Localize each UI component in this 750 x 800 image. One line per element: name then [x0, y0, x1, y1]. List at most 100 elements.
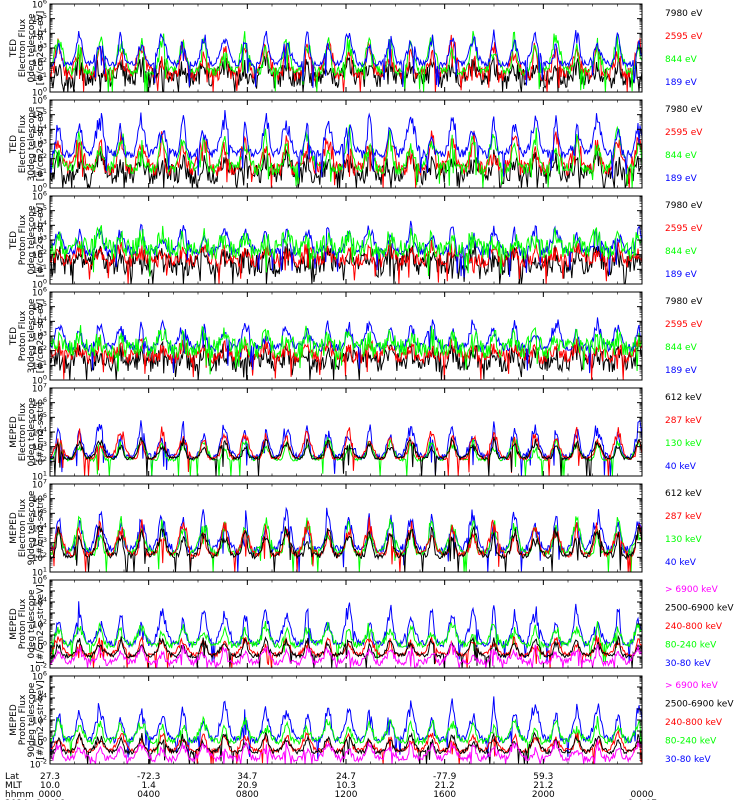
y-tick-label: 101 — [32, 470, 47, 483]
y-axis-label: TEDElectron Flux0deg telescope[#/cm2-s-s… — [9, 11, 46, 86]
legend-entry: 40 keV — [665, 462, 697, 472]
y-tick-label: 104 — [32, 219, 47, 232]
y-tick-label: 102 — [32, 455, 47, 468]
legend-entry: 80-240 keV — [665, 641, 717, 651]
y-tick-label: 10-2 — [30, 758, 47, 771]
y-tick-label: 101 — [32, 71, 47, 84]
y-tick-label: 100 — [32, 182, 47, 195]
panel-traces — [50, 506, 642, 572]
x-row-label: Lat — [5, 772, 20, 782]
legend: > 6900 keV 2500-6900 keV 240-800 keV 80-240… — [665, 585, 734, 669]
y-tick-label: 100 — [32, 374, 47, 387]
legend-entry: 2595 eV — [665, 32, 703, 42]
x-tick-mlt: 20.9 — [237, 781, 257, 791]
y-tick-label: 103 — [32, 440, 47, 453]
y-axis-label: MEPEDElectron Flux90deg telescope[#/cm2-… — [9, 490, 46, 565]
legend: 7980 eV 2595 eV 844 eV 189 eV — [665, 105, 703, 184]
series-844-ev — [50, 225, 642, 277]
y-tick-label: 107 — [32, 478, 47, 491]
series-7980-ev — [50, 54, 642, 92]
panel-traces — [50, 317, 642, 380]
series-189-ev — [50, 110, 642, 179]
series-80-240-kev — [50, 621, 642, 664]
legend-entry: 30-80 keV — [665, 755, 711, 765]
series-844-ev — [50, 124, 642, 188]
y-tick-label: 105 — [32, 204, 47, 217]
y-tick-label: 102 — [32, 618, 47, 631]
legend-entry: 7980 eV — [665, 9, 703, 19]
legend: 612 keV 287 keV 130 keV 40 keV — [665, 393, 702, 472]
y-tick-label: 102 — [32, 56, 47, 69]
y-tick-label: 106 — [32, 0, 47, 11]
y-tick-label: 106 — [32, 190, 47, 203]
series-287-kev — [50, 517, 642, 572]
y-tick-label: 105 — [32, 411, 47, 424]
y-tick-label: 101 — [32, 359, 47, 372]
y-axis-label: TEDElectron Flux30deg telescope[#/cm2-s-… — [9, 106, 46, 181]
y-tick-label: 106 — [32, 670, 47, 683]
y-tick-label: 101 — [32, 566, 47, 579]
legend-entry: 30-80 keV — [665, 659, 711, 669]
x-tick-hhmm: 0400 — [137, 790, 160, 800]
legend-entry: 189 eV — [665, 270, 698, 280]
y-axis-label: MEPEDElectron Flux0deg telescope[#/cm2-s… — [9, 397, 46, 467]
y-tick-label: 104 — [32, 522, 47, 535]
y-axis-label: TEDProton Flux30deg telescope[#/cm2-s-st… — [9, 298, 46, 373]
series-80-240-kev — [50, 715, 642, 759]
series-40-kev — [50, 419, 642, 476]
series-612-kev — [50, 524, 642, 572]
panel-traces — [50, 29, 642, 92]
y-tick-label: 105 — [32, 12, 47, 25]
x-tick-hhmm: 0800 — [236, 790, 259, 800]
y-axis-label: MEPEDProton Flux90deg telescope[#/cm2-s-… — [9, 680, 46, 759]
y-tick-label: 103 — [32, 536, 47, 549]
panel-traces — [50, 601, 642, 668]
y-tick-label: 104 — [32, 426, 47, 439]
y-tick-label: 100 — [32, 86, 47, 99]
legend-entry: 189 eV — [665, 174, 698, 184]
series-189-ev — [50, 29, 642, 88]
x-tick-lat: -77.9 — [433, 772, 457, 782]
series-30-80-kev — [50, 601, 642, 663]
legend: 7980 eV 2595 eV 844 eV 189 eV — [665, 9, 703, 88]
y-tick-label: 106 — [32, 286, 47, 299]
y-tick-label: 100 — [32, 736, 47, 749]
y-tick-label: 106 — [32, 94, 47, 107]
x-tick-hhmm: 1200 — [335, 790, 358, 800]
y-tick-label: 104 — [32, 315, 47, 328]
series-2595-ev — [50, 130, 642, 188]
x-tick-hhmm: 2000 — [532, 790, 555, 800]
legend-entry: 287 keV — [665, 512, 702, 522]
series-2595-ev — [50, 335, 642, 380]
y-axis-label: TEDProton Flux0deg telescope[#/cm2-s-str… — [9, 203, 46, 278]
legend-entry: 7980 eV — [665, 201, 703, 211]
y-tick-label: 104 — [32, 27, 47, 40]
legend-entry: 40 keV — [665, 558, 697, 568]
x-axis-annotations: LatMLThhmm202427.310.00000Oct 06-72.31.4… — [5, 772, 657, 800]
series-189-ev — [50, 220, 642, 278]
x-tick-lat: -72.3 — [137, 772, 160, 782]
series-189-ev — [50, 317, 642, 374]
y-tick-label: 103 — [32, 234, 47, 247]
x-row-label: hhmm — [5, 790, 34, 800]
legend-entry: 189 eV — [665, 366, 698, 376]
y-tick-label: 101 — [32, 167, 47, 180]
legend-entry: 844 eV — [665, 151, 698, 161]
x-tick-hhmm: 0000 — [39, 790, 62, 800]
legend-entry: 240-800 keV — [665, 622, 723, 632]
x-tick-mlt: 21.2 — [435, 781, 455, 791]
y-tick-label: 102 — [32, 344, 47, 357]
x-tick-mlt: 21.2 — [533, 781, 553, 791]
legend-entry: 240-800 keV — [665, 718, 723, 728]
legend-entry: 80-240 keV — [665, 737, 717, 747]
x-tick-lat: 27.3 — [40, 772, 60, 782]
series-30-80-kev — [50, 696, 642, 760]
x-tick-hhmm: 1600 — [433, 790, 456, 800]
legend: 612 keV 287 keV 130 keV 40 keV — [665, 489, 702, 568]
y-tick-label: 105 — [32, 507, 47, 520]
